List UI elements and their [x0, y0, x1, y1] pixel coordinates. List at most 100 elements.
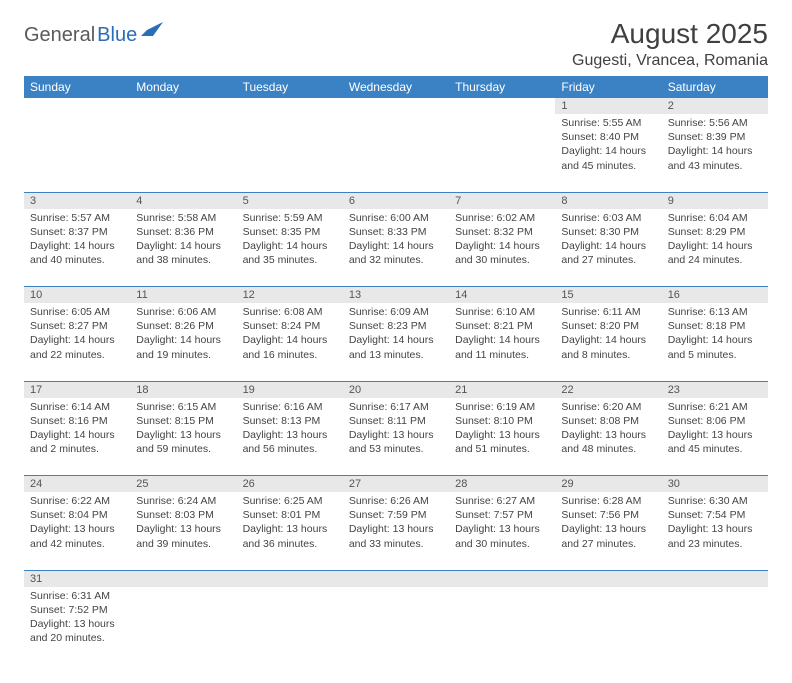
day-cell-inner: Sunrise: 6:16 AMSunset: 8:13 PMDaylight:… [237, 398, 343, 461]
day-cell-inner: Sunrise: 6:17 AMSunset: 8:11 PMDaylight:… [343, 398, 449, 461]
sunrise-text: Sunrise: 6:04 AM [668, 211, 762, 225]
sunrise-text: Sunrise: 6:20 AM [561, 400, 655, 414]
sunrise-text: Sunrise: 6:30 AM [668, 494, 762, 508]
day-number-row: 17181920212223 [24, 381, 768, 398]
sunset-text: Sunset: 7:56 PM [561, 508, 655, 522]
day-content-row: Sunrise: 5:57 AMSunset: 8:37 PMDaylight:… [24, 209, 768, 287]
day-cell: Sunrise: 6:17 AMSunset: 8:11 PMDaylight:… [343, 398, 449, 476]
day-number-cell: 25 [130, 476, 236, 493]
day-cell-inner: Sunrise: 6:02 AMSunset: 8:32 PMDaylight:… [449, 209, 555, 272]
sunset-text: Sunset: 8:20 PM [561, 319, 655, 333]
day-cell-inner: Sunrise: 6:28 AMSunset: 7:56 PMDaylight:… [555, 492, 661, 555]
day-cell: Sunrise: 6:15 AMSunset: 8:15 PMDaylight:… [130, 398, 236, 476]
daylight-text: and 38 minutes. [136, 253, 230, 267]
sunrise-text: Sunrise: 6:16 AM [243, 400, 337, 414]
day-cell-inner: Sunrise: 6:00 AMSunset: 8:33 PMDaylight:… [343, 209, 449, 272]
day-cell [343, 587, 449, 665]
daylight-text: and 36 minutes. [243, 537, 337, 551]
day-number-cell: 26 [237, 476, 343, 493]
sunset-text: Sunset: 8:26 PM [136, 319, 230, 333]
daylight-text: Daylight: 14 hours [561, 333, 655, 347]
weekday-header: Monday [130, 76, 236, 98]
daylight-text: Daylight: 14 hours [30, 333, 124, 347]
daylight-text: Daylight: 14 hours [30, 239, 124, 253]
weekday-header: Wednesday [343, 76, 449, 98]
day-number-row: 10111213141516 [24, 287, 768, 304]
day-cell: Sunrise: 5:57 AMSunset: 8:37 PMDaylight:… [24, 209, 130, 287]
day-content-row: Sunrise: 6:22 AMSunset: 8:04 PMDaylight:… [24, 492, 768, 570]
day-number-cell: 17 [24, 381, 130, 398]
day-cell: Sunrise: 6:26 AMSunset: 7:59 PMDaylight:… [343, 492, 449, 570]
sunset-text: Sunset: 8:30 PM [561, 225, 655, 239]
sunrise-text: Sunrise: 6:22 AM [30, 494, 124, 508]
daylight-text: and 53 minutes. [349, 442, 443, 456]
daylight-text: Daylight: 14 hours [349, 239, 443, 253]
sunset-text: Sunset: 8:37 PM [30, 225, 124, 239]
sunset-text: Sunset: 8:24 PM [243, 319, 337, 333]
sunset-text: Sunset: 8:10 PM [455, 414, 549, 428]
day-cell: Sunrise: 6:06 AMSunset: 8:26 PMDaylight:… [130, 303, 236, 381]
daylight-text: Daylight: 13 hours [561, 522, 655, 536]
daylight-text: and 11 minutes. [455, 348, 549, 362]
day-number-cell: 3 [24, 192, 130, 209]
day-number-cell: 7 [449, 192, 555, 209]
daylight-text: and 24 minutes. [668, 253, 762, 267]
sunset-text: Sunset: 8:32 PM [455, 225, 549, 239]
day-number-cell: 13 [343, 287, 449, 304]
day-number-cell: 24 [24, 476, 130, 493]
day-cell-inner: Sunrise: 5:55 AMSunset: 8:40 PMDaylight:… [555, 114, 661, 177]
logo-flag-icon [141, 22, 163, 41]
day-number-cell: 27 [343, 476, 449, 493]
daylight-text: and 33 minutes. [349, 537, 443, 551]
day-number-row: 12 [24, 98, 768, 114]
sunrise-text: Sunrise: 6:17 AM [349, 400, 443, 414]
sunrise-text: Sunrise: 6:05 AM [30, 305, 124, 319]
day-number-cell: 9 [662, 192, 768, 209]
title-block: August 2025 Gugesti, Vrancea, Romania [572, 18, 768, 70]
day-cell: Sunrise: 6:25 AMSunset: 8:01 PMDaylight:… [237, 492, 343, 570]
sunset-text: Sunset: 8:01 PM [243, 508, 337, 522]
sunrise-text: Sunrise: 6:09 AM [349, 305, 443, 319]
weekday-header: Saturday [662, 76, 768, 98]
weekday-header: Friday [555, 76, 661, 98]
sunrise-text: Sunrise: 6:14 AM [30, 400, 124, 414]
day-number-cell: 11 [130, 287, 236, 304]
sunset-text: Sunset: 7:57 PM [455, 508, 549, 522]
daylight-text: and 5 minutes. [668, 348, 762, 362]
day-number-cell [343, 570, 449, 587]
day-content-row: Sunrise: 6:31 AMSunset: 7:52 PMDaylight:… [24, 587, 768, 665]
daylight-text: Daylight: 14 hours [561, 144, 655, 158]
sunset-text: Sunset: 8:13 PM [243, 414, 337, 428]
day-number-cell: 23 [662, 381, 768, 398]
daylight-text: and 23 minutes. [668, 537, 762, 551]
daylight-text: Daylight: 14 hours [561, 239, 655, 253]
sunrise-text: Sunrise: 6:31 AM [30, 589, 124, 603]
daylight-text: and 42 minutes. [30, 537, 124, 551]
day-number-cell: 10 [24, 287, 130, 304]
day-cell-inner: Sunrise: 6:25 AMSunset: 8:01 PMDaylight:… [237, 492, 343, 555]
sunrise-text: Sunrise: 5:59 AM [243, 211, 337, 225]
day-content-row: Sunrise: 5:55 AMSunset: 8:40 PMDaylight:… [24, 114, 768, 192]
day-cell-inner: Sunrise: 6:26 AMSunset: 7:59 PMDaylight:… [343, 492, 449, 555]
day-cell: Sunrise: 6:21 AMSunset: 8:06 PMDaylight:… [662, 398, 768, 476]
day-number-cell: 16 [662, 287, 768, 304]
daylight-text: and 39 minutes. [136, 537, 230, 551]
day-number-cell: 31 [24, 570, 130, 587]
daylight-text: Daylight: 14 hours [455, 333, 549, 347]
day-cell-inner: Sunrise: 5:59 AMSunset: 8:35 PMDaylight:… [237, 209, 343, 272]
sunrise-text: Sunrise: 6:21 AM [668, 400, 762, 414]
day-cell-inner: Sunrise: 6:19 AMSunset: 8:10 PMDaylight:… [449, 398, 555, 461]
daylight-text: and 45 minutes. [561, 159, 655, 173]
calendar-body: 12Sunrise: 5:55 AMSunset: 8:40 PMDayligh… [24, 98, 768, 665]
day-cell-inner: Sunrise: 6:27 AMSunset: 7:57 PMDaylight:… [449, 492, 555, 555]
day-cell-inner: Sunrise: 6:04 AMSunset: 8:29 PMDaylight:… [662, 209, 768, 272]
day-cell [130, 587, 236, 665]
daylight-text: and 20 minutes. [30, 631, 124, 645]
logo: General Blue [24, 24, 163, 47]
sunset-text: Sunset: 8:03 PM [136, 508, 230, 522]
day-number-cell [24, 98, 130, 114]
sunrise-text: Sunrise: 6:19 AM [455, 400, 549, 414]
day-cell-inner: Sunrise: 6:20 AMSunset: 8:08 PMDaylight:… [555, 398, 661, 461]
daylight-text: Daylight: 13 hours [561, 428, 655, 442]
sunrise-text: Sunrise: 6:06 AM [136, 305, 230, 319]
